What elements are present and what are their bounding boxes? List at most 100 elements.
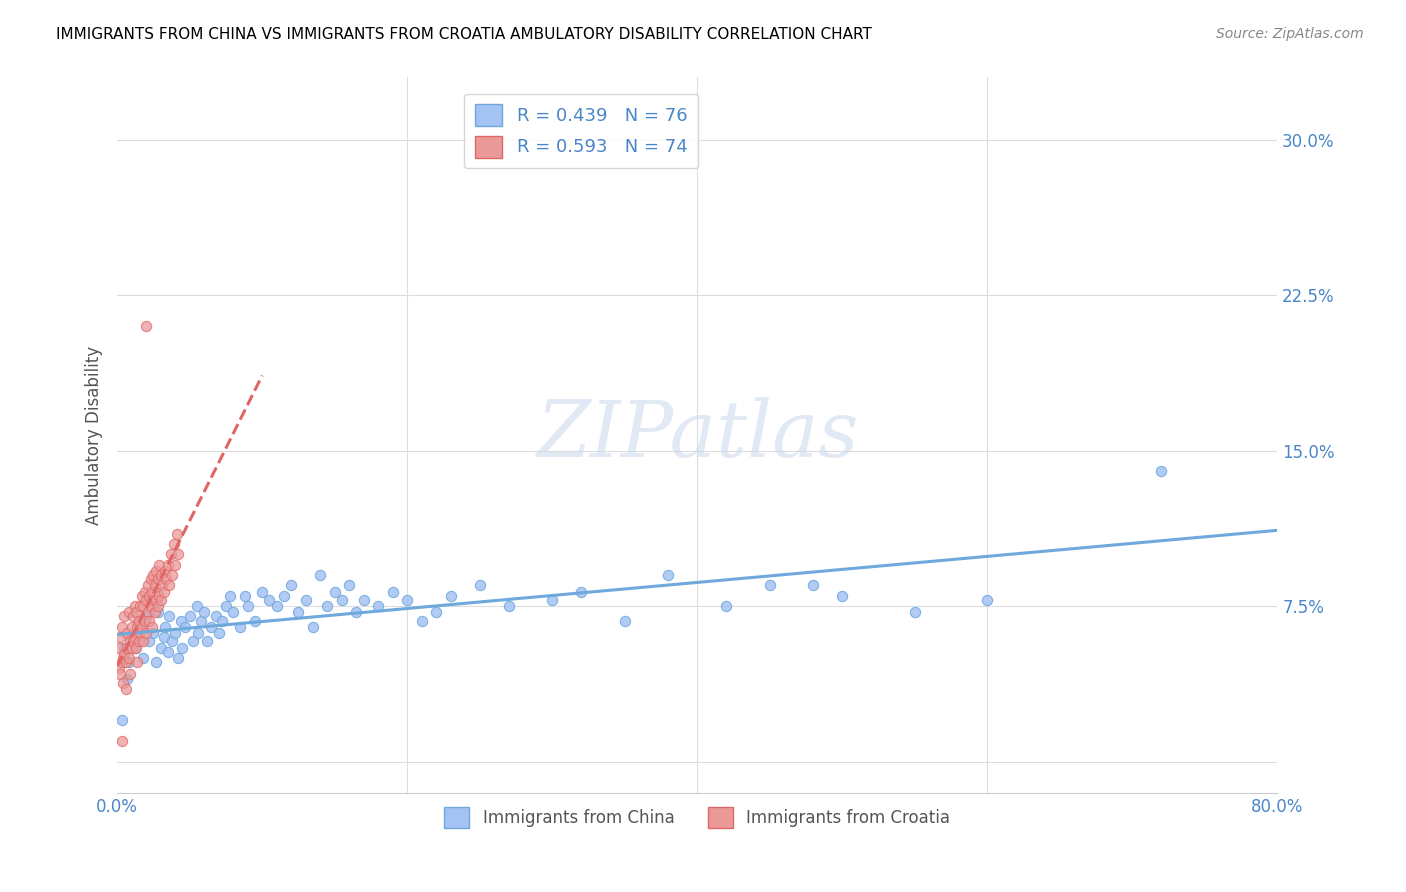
Point <box>134 584 156 599</box>
Point <box>215 599 238 613</box>
Point <box>613 614 636 628</box>
Point <box>330 592 353 607</box>
Point <box>148 558 170 572</box>
Point <box>157 609 180 624</box>
Point <box>157 578 180 592</box>
Point <box>904 605 927 619</box>
Point <box>172 640 194 655</box>
Point <box>145 655 167 669</box>
Point <box>174 620 197 634</box>
Point <box>122 609 145 624</box>
Point <box>155 572 177 586</box>
Point <box>149 568 172 582</box>
Point <box>127 655 149 669</box>
Point <box>128 634 150 648</box>
Text: Source: ZipAtlas.com: Source: ZipAtlas.com <box>1216 27 1364 41</box>
Point <box>110 655 132 669</box>
Point <box>716 599 738 613</box>
Point <box>127 620 149 634</box>
Point <box>136 605 159 619</box>
Point <box>118 651 141 665</box>
Point <box>569 584 592 599</box>
Point <box>114 647 136 661</box>
Point <box>187 626 209 640</box>
Point <box>124 640 146 655</box>
Point <box>135 626 157 640</box>
Point <box>186 599 208 613</box>
Point <box>152 630 174 644</box>
Point <box>294 592 316 607</box>
Point <box>156 558 179 572</box>
Point <box>142 626 165 640</box>
Point <box>162 568 184 582</box>
Point <box>135 319 157 334</box>
Point <box>250 584 273 599</box>
Point <box>110 734 132 748</box>
Text: IMMIGRANTS FROM CHINA VS IMMIGRANTS FROM CROATIA AMBULATORY DISABILITY CORRELATI: IMMIGRANTS FROM CHINA VS IMMIGRANTS FROM… <box>56 27 872 42</box>
Point <box>129 599 152 613</box>
Point <box>138 589 160 603</box>
Point <box>162 634 184 648</box>
Point <box>146 599 169 613</box>
Point <box>132 599 155 613</box>
Point <box>396 592 419 607</box>
Point <box>153 620 176 634</box>
Point <box>141 620 163 634</box>
Point <box>280 578 302 592</box>
Point <box>163 537 186 551</box>
Point <box>150 578 173 592</box>
Point <box>142 592 165 607</box>
Point <box>117 672 139 686</box>
Point <box>131 589 153 603</box>
Point <box>146 572 169 586</box>
Point <box>135 609 157 624</box>
Point <box>167 651 190 665</box>
Point <box>976 592 998 607</box>
Point <box>110 620 132 634</box>
Point <box>160 547 183 561</box>
Point <box>139 572 162 586</box>
Point <box>135 592 157 607</box>
Point <box>411 614 433 628</box>
Point <box>139 599 162 613</box>
Point <box>337 578 360 592</box>
Point <box>498 599 520 613</box>
Point <box>141 584 163 599</box>
Point <box>124 599 146 613</box>
Point <box>138 634 160 648</box>
Point <box>657 568 679 582</box>
Point <box>121 640 143 655</box>
Point <box>108 667 131 681</box>
Point <box>128 614 150 628</box>
Point <box>143 578 166 592</box>
Point <box>153 564 176 578</box>
Point <box>131 620 153 634</box>
Point <box>138 614 160 628</box>
Point <box>107 661 129 675</box>
Point <box>179 609 201 624</box>
Point <box>211 614 233 628</box>
Point <box>115 681 138 696</box>
Y-axis label: Ambulatory Disability: Ambulatory Disability <box>86 345 103 524</box>
Point <box>302 620 325 634</box>
Point <box>132 634 155 648</box>
Point <box>287 605 309 619</box>
Point <box>309 568 332 582</box>
Point <box>233 589 256 603</box>
Point <box>118 605 141 619</box>
Point <box>222 605 245 619</box>
Point <box>801 578 824 592</box>
Point <box>316 599 339 613</box>
Point <box>165 558 187 572</box>
Point <box>208 626 231 640</box>
Point <box>149 592 172 607</box>
Point <box>156 645 179 659</box>
Point <box>128 620 150 634</box>
Point <box>117 626 139 640</box>
Point <box>108 630 131 644</box>
Point <box>146 605 169 619</box>
Point <box>353 592 375 607</box>
Point <box>120 634 142 648</box>
Point <box>541 592 564 607</box>
Text: ZIPatlas: ZIPatlas <box>536 397 859 473</box>
